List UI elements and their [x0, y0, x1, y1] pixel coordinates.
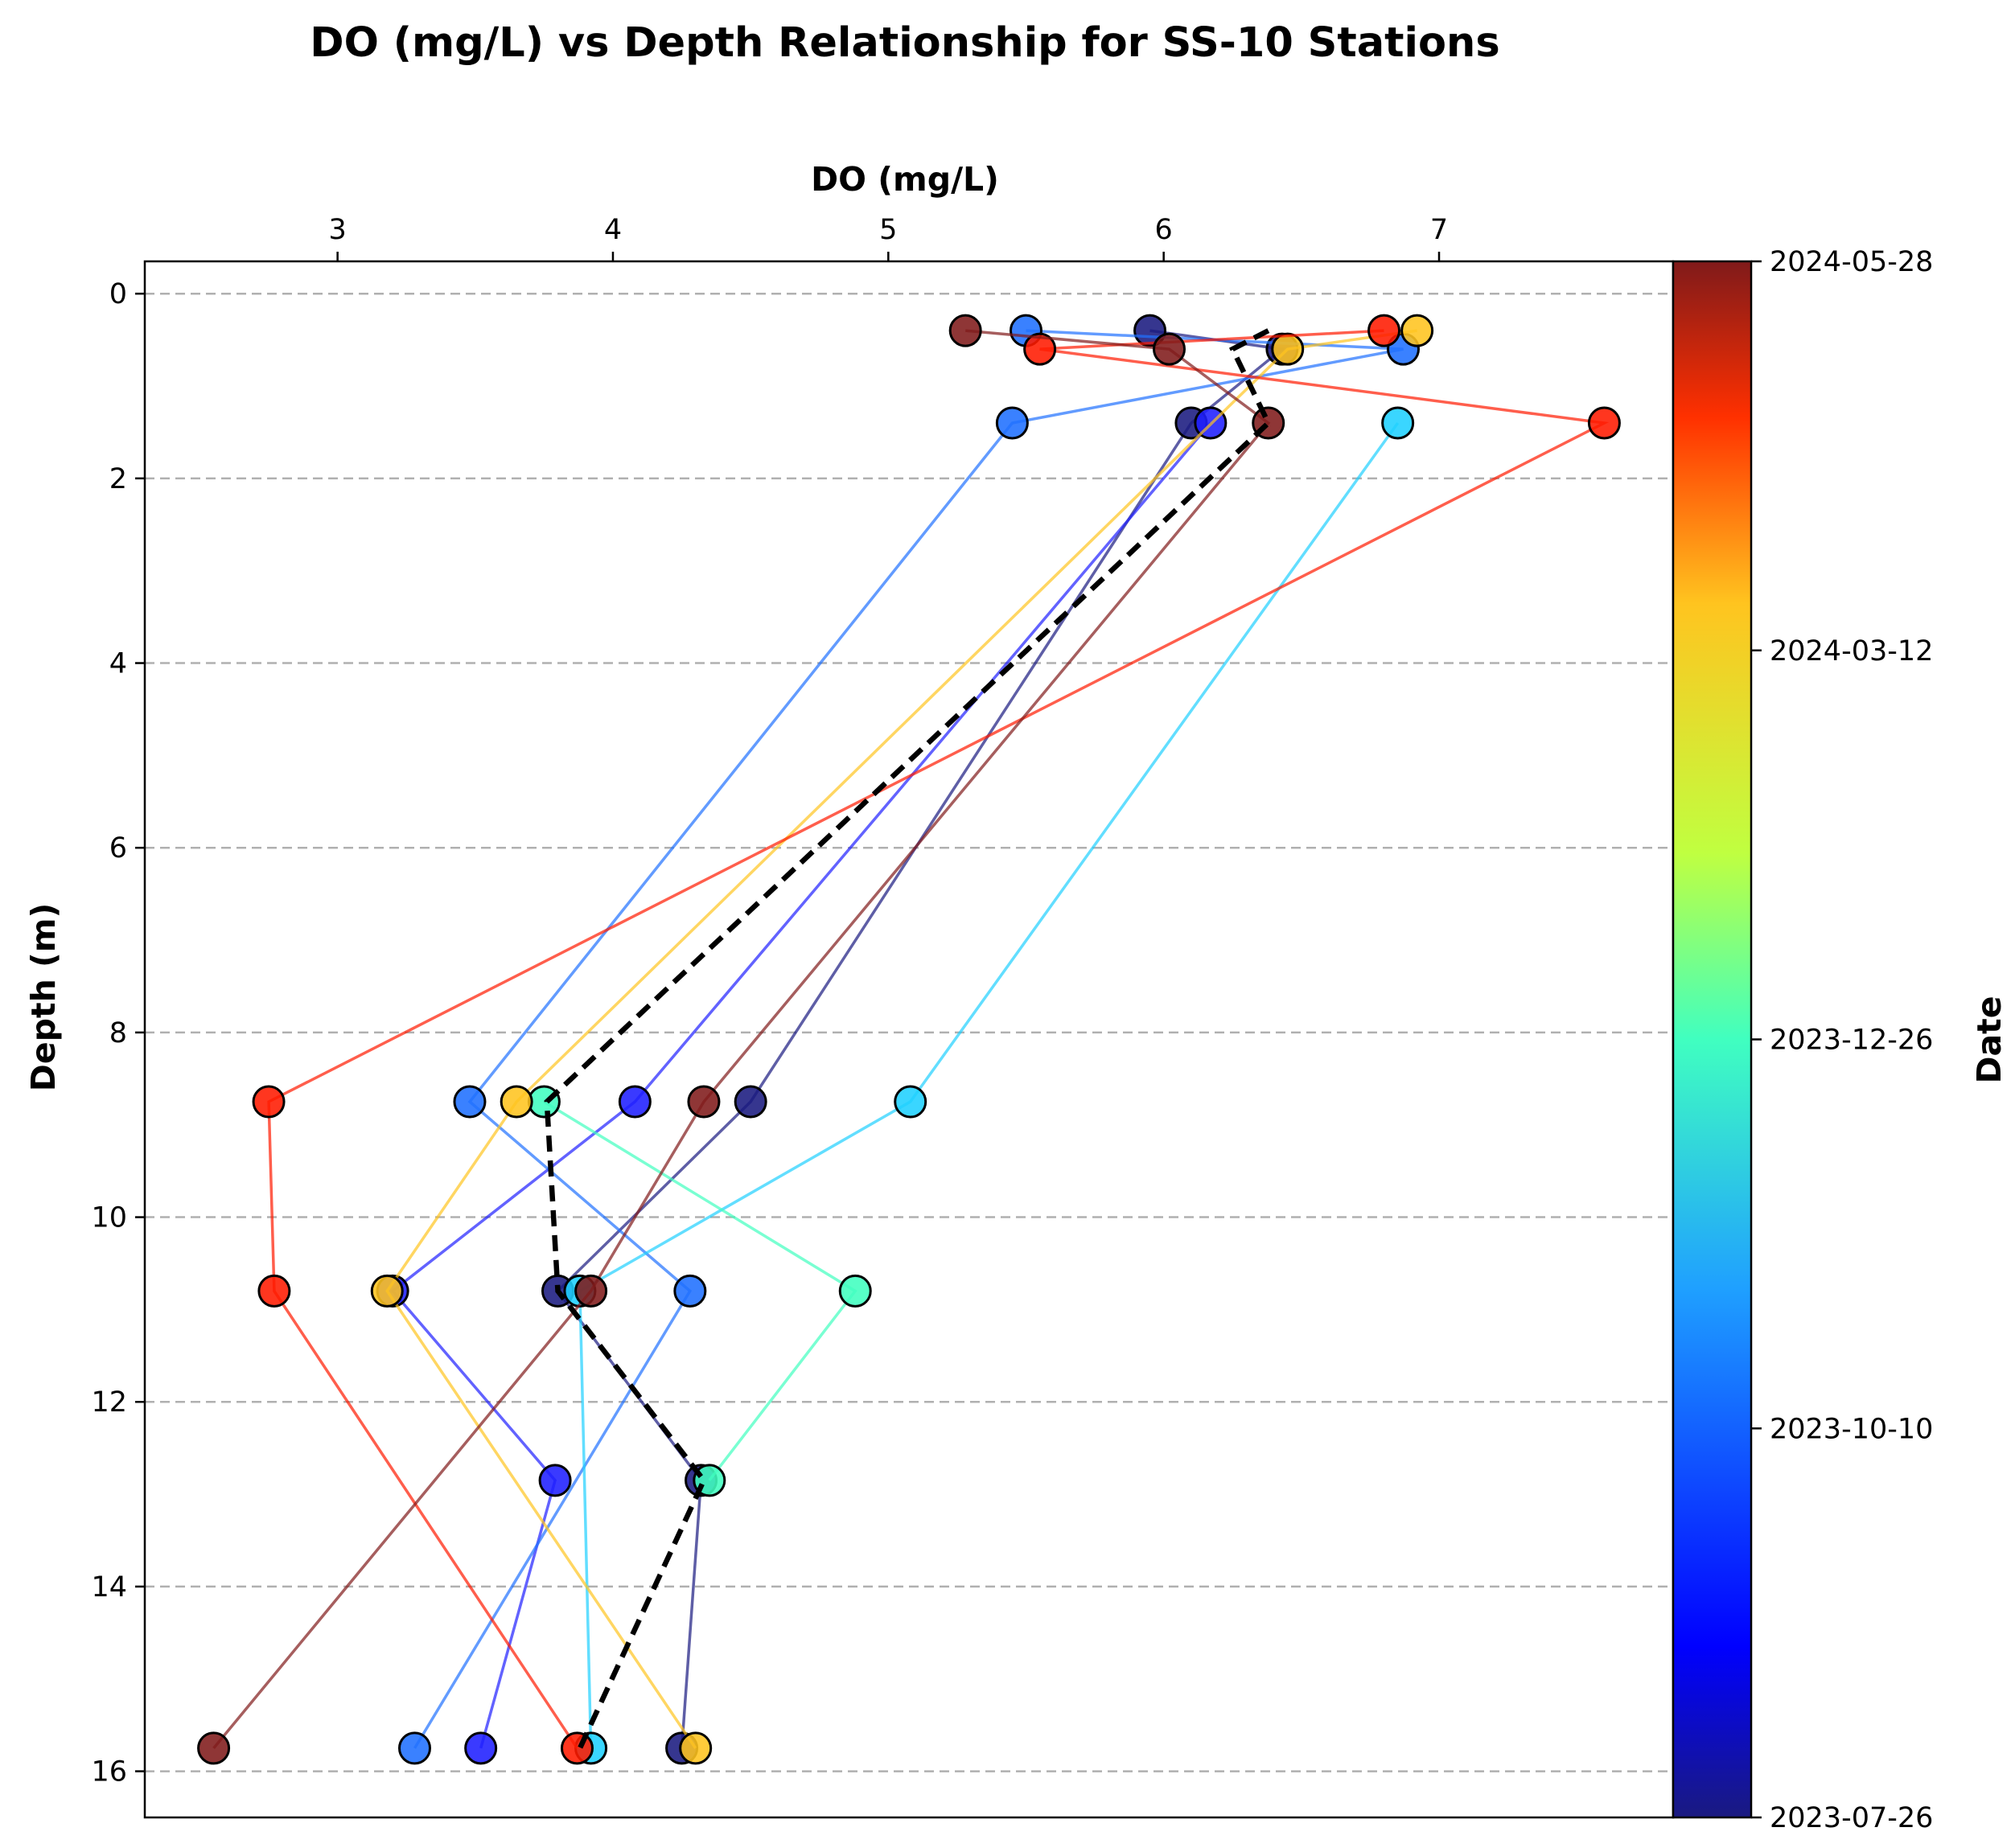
y-axis-label: Depth (m)	[24, 903, 63, 1091]
series-1-point-4	[734, 1085, 767, 1119]
y-tick-label-2: 2	[109, 463, 127, 495]
y-tick-label-4: 4	[109, 648, 127, 680]
colorbar	[1672, 260, 1753, 1819]
series-line-7	[267, 329, 1610, 1749]
y-tick-label-10: 10	[91, 1202, 127, 1234]
series-6-point-2	[1271, 332, 1305, 366]
series-4	[563, 406, 1415, 1765]
colorbar-tick-label-5: 2023-07-26	[1770, 1802, 1933, 1834]
series-4-point-2	[894, 1085, 927, 1119]
series-line-1	[556, 329, 1286, 1749]
series-6-point-5	[679, 1731, 713, 1765]
plot-frame	[143, 260, 1675, 1819]
series-3-point-3	[995, 406, 1029, 440]
series-4-point-1	[1381, 406, 1415, 440]
series-line-8	[212, 329, 1271, 1750]
x-axis-label: DO (mg/L)	[811, 160, 999, 199]
chart-title: DO (mg/L) vs Depth Relationship for SS-1…	[310, 19, 1499, 67]
x-tick-label-7: 7	[1430, 214, 1448, 246]
colorbar-ticks: 2024-05-28 2024-03-12 2023-12-26 2023-10-10…	[1751, 246, 1933, 1834]
series-8-point-2	[1153, 332, 1186, 366]
series-6	[370, 314, 1434, 1765]
mean-profile-layer	[544, 328, 1272, 1750]
x-tick-label-3: 3	[328, 214, 346, 246]
y-tick-label-8: 8	[109, 1017, 127, 1049]
colorbar-tick-label-2: 2024-03-12	[1770, 635, 1933, 667]
series-2	[376, 406, 1228, 1765]
y-tick-label-6: 6	[109, 832, 127, 864]
axis-ticks: 0 2 4 6 8 10 12 14 16 3 4 5 6 7	[91, 214, 1448, 1788]
series-line-3	[413, 329, 1404, 1749]
series-7	[252, 314, 1621, 1765]
series-5-point-2	[838, 1274, 872, 1308]
series-8-point-5	[574, 1274, 608, 1308]
series-line-4	[578, 421, 1400, 1748]
series-1	[541, 314, 1299, 1765]
colorbar-tick-label-1: 2024-05-28	[1770, 246, 1933, 278]
series-7-point-2	[1023, 332, 1057, 366]
x-tick-label-6: 6	[1155, 214, 1173, 246]
colorbar-tick-label-3: 2023-12-26	[1770, 1025, 1933, 1057]
series-layer	[197, 314, 1621, 1765]
series-7-point-3	[1587, 406, 1621, 440]
series-6-point-4	[370, 1274, 404, 1308]
x-tick-label-4: 4	[604, 214, 622, 246]
series-7-point-4	[252, 1085, 286, 1119]
series-7-point-6	[560, 1731, 594, 1765]
series-8	[197, 314, 1285, 1765]
series-6-point-1	[1400, 314, 1434, 347]
series-2-point-4	[538, 1464, 572, 1497]
grid-lines	[145, 292, 1673, 1772]
x-tick-label-5: 5	[879, 214, 897, 246]
series-3	[397, 314, 1421, 1765]
series-7-point-1	[1367, 314, 1401, 347]
series-3-point-6	[397, 1731, 431, 1765]
series-8-point-1	[948, 314, 982, 347]
series-3-point-4	[453, 1085, 487, 1119]
series-3-point-5	[673, 1274, 707, 1308]
y-tick-label-12: 12	[91, 1386, 127, 1419]
y-tick-label-14: 14	[91, 1571, 127, 1604]
colorbar-label: Date	[1970, 996, 2009, 1083]
series-6-point-3	[500, 1085, 533, 1119]
series-8-point-6	[197, 1731, 231, 1765]
series-2-point-2	[618, 1085, 652, 1119]
colorbar-tick-label-4: 2023-10-10	[1770, 1413, 1933, 1445]
series-7-point-5	[257, 1274, 291, 1308]
y-tick-label-0: 0	[109, 278, 127, 310]
series-8-point-4	[687, 1085, 721, 1119]
mean-profile-line	[544, 328, 1272, 1750]
series-2-point-5	[464, 1731, 498, 1765]
y-tick-label-16: 16	[91, 1756, 127, 1788]
